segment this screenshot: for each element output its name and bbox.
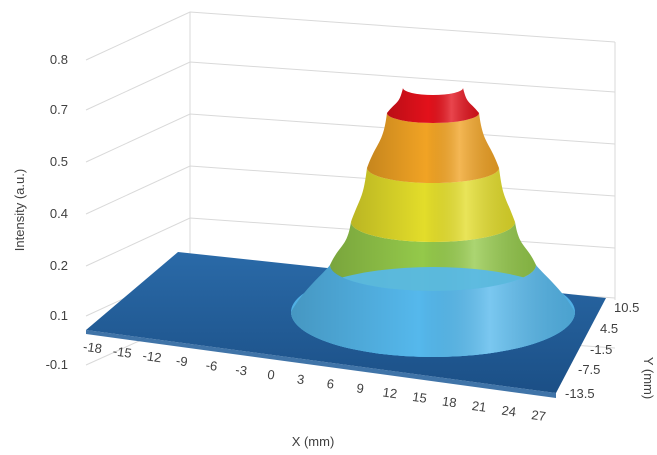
- x-tick-label: 12: [382, 384, 398, 401]
- x-tick-label: -3: [235, 362, 249, 378]
- z-tick-label: 0.5: [50, 154, 68, 169]
- z-axis-title: Intensity (a.u.): [12, 169, 27, 251]
- x-tick-label: -12: [142, 348, 163, 365]
- z-tick-label: -0.1: [46, 357, 68, 372]
- x-tick-label: 27: [530, 407, 546, 424]
- intensity-peak: [291, 88, 575, 357]
- x-tick-label: -9: [175, 353, 189, 369]
- y-tick-label: 10.5: [614, 300, 639, 315]
- z-tick-label: 0.8: [50, 52, 68, 67]
- x-tick-label: -15: [112, 343, 133, 360]
- z-tick-label: 0.2: [50, 258, 68, 273]
- intensity-band-shading: [291, 265, 575, 357]
- z-gridline: [85, 11, 616, 61]
- intensity-band-shading: [387, 88, 479, 123]
- x-tick-label: 15: [411, 389, 427, 406]
- x-tick-label: 0: [266, 367, 275, 383]
- y-tick-label: -13.5: [565, 386, 595, 401]
- z-tick-label: 0.4: [50, 206, 68, 221]
- y-tick-label: -7.5: [578, 362, 600, 377]
- x-tick-label: 18: [441, 394, 457, 411]
- z-gridline: [85, 113, 616, 163]
- y-tick-label: 4.5: [600, 321, 618, 336]
- y-axis-title: Y (mm): [641, 357, 656, 399]
- x-tick-label: -6: [205, 357, 219, 373]
- x-tick-label: 21: [471, 398, 487, 415]
- z-tick-label: 0.7: [50, 102, 68, 117]
- z-gridline: [85, 61, 616, 111]
- y-axis-tick-labels: 10.5 4.5 -1.5 -7.5 -13.5: [565, 300, 639, 401]
- x-tick-label: 9: [356, 380, 365, 396]
- x-axis-title: X (mm): [292, 434, 335, 449]
- x-axis-tick-labels: -18 -15 -12 -9 -6 -3 0 3 6 9 12 15 18 21 24 27: [82, 339, 547, 424]
- x-tick-label: 6: [326, 376, 335, 392]
- z-gridline: [85, 165, 616, 215]
- z-axis-tick-labels: 0.8 0.7 0.5 0.4 0.2 0.1 -0.1: [46, 52, 68, 372]
- x-tick-label: 24: [501, 403, 517, 420]
- x-tick-label: -18: [82, 339, 103, 356]
- x-tick-label: 3: [296, 371, 305, 387]
- intensity-band-shading: [351, 168, 515, 242]
- intensity-band-shading: [367, 113, 499, 183]
- z-tick-label: 0.1: [50, 308, 68, 323]
- surface-floor-edge: [86, 330, 556, 398]
- y-tick-label: -1.5: [590, 342, 612, 357]
